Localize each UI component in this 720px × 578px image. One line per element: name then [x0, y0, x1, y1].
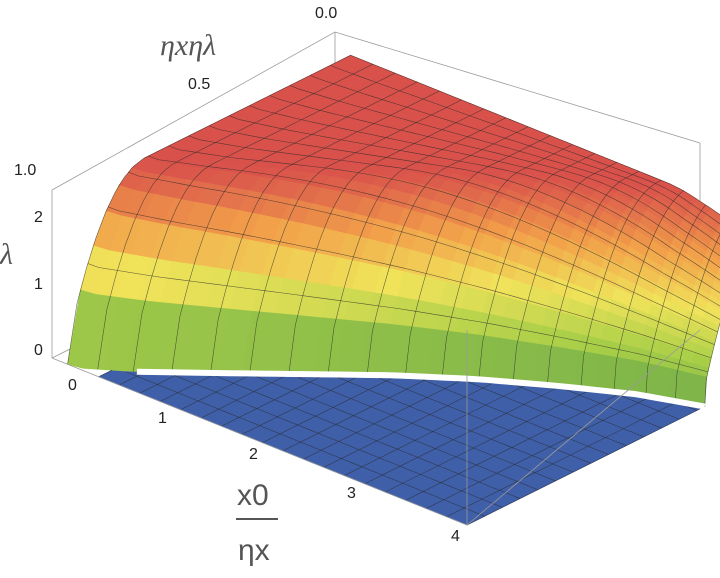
mesh-line: [188, 135, 720, 307]
mesh-line: [446, 401, 678, 518]
mesh-line: [148, 155, 718, 333]
x-tick-label: 1: [158, 410, 167, 427]
x-tick-labels: 0 1 2 3 4: [68, 377, 460, 545]
surface-high-patch: [593, 353, 618, 393]
mesh-line: [466, 406, 705, 526]
z-tick-label: 1: [34, 276, 43, 293]
surface-high-patch: [67, 289, 97, 369]
x-axis-label-denominator: ηx: [238, 534, 270, 567]
mesh-line: [514, 384, 644, 438]
mesh-line: [614, 393, 680, 420]
mesh-line: [310, 75, 720, 235]
z-tick-labels: 0 1 2: [34, 209, 43, 359]
z-tick-label: 0: [34, 342, 43, 359]
mesh-line: [405, 392, 622, 501]
mesh-line: [125, 371, 485, 517]
mesh-line: [364, 385, 561, 485]
mesh-line: [139, 372, 182, 394]
z-axis-label: λ: [0, 238, 13, 271]
mesh-line: [560, 387, 662, 429]
mesh-line: [200, 373, 290, 419]
surface-boundary-curve: [136, 368, 706, 410]
mesh-line: [128, 171, 715, 345]
y-tick-label: 0.5: [188, 76, 210, 93]
mesh-line: [415, 376, 609, 455]
mesh-line: [208, 125, 720, 294]
mesh-line: [180, 373, 254, 410]
mesh-line: [168, 145, 720, 320]
mesh-line: [704, 322, 720, 407]
mesh-line: [385, 389, 592, 493]
mesh-line: [107, 206, 712, 359]
mesh-line: [303, 378, 466, 460]
x-tick-label: 4: [451, 528, 460, 545]
mesh-line: [241, 374, 362, 435]
mesh-line: [425, 396, 651, 509]
y-axis-label: ηxηλ: [160, 29, 216, 62]
z-tick-label: 2: [34, 209, 43, 226]
mesh-line: [330, 65, 720, 225]
mesh-line: [98, 369, 113, 378]
x-axis-label: x0 ηx: [236, 479, 278, 567]
surface-high-patch: [613, 357, 637, 395]
mesh-line: [297, 376, 556, 482]
surface-high-patch: [573, 350, 598, 391]
mesh-line: [159, 372, 218, 402]
y-tick-label: 0.0: [315, 5, 337, 22]
surface-mesh: [67, 55, 720, 526]
x-tick-label: 3: [347, 485, 356, 502]
mesh-line: [269, 95, 720, 257]
mesh-line: [252, 374, 538, 491]
mesh-line: [229, 115, 720, 281]
mesh-line: [378, 377, 591, 464]
mesh-line: [323, 380, 498, 468]
mesh-line: [216, 376, 521, 499]
x-tick-label: 0: [68, 377, 77, 394]
mesh-line: [289, 85, 720, 245]
mesh-line: [262, 375, 398, 443]
x-axis-label-numerator: x0: [237, 479, 269, 512]
mesh-line: [221, 374, 326, 427]
box-front-edges: [51, 329, 701, 526]
y-tick-label: 1.0: [14, 162, 36, 179]
mesh-line: [87, 263, 709, 373]
mesh-line: [350, 55, 720, 216]
mesh-line: [249, 105, 720, 269]
mesh-line: [460, 378, 627, 446]
y-tick-labels: 0.0 0.5 1.0: [14, 5, 337, 179]
surface: [67, 54, 720, 526]
mesh-line: [170, 373, 503, 508]
x-tick-label: 2: [249, 446, 258, 463]
mesh-line: [333, 375, 574, 473]
mesh-line: [344, 383, 530, 476]
